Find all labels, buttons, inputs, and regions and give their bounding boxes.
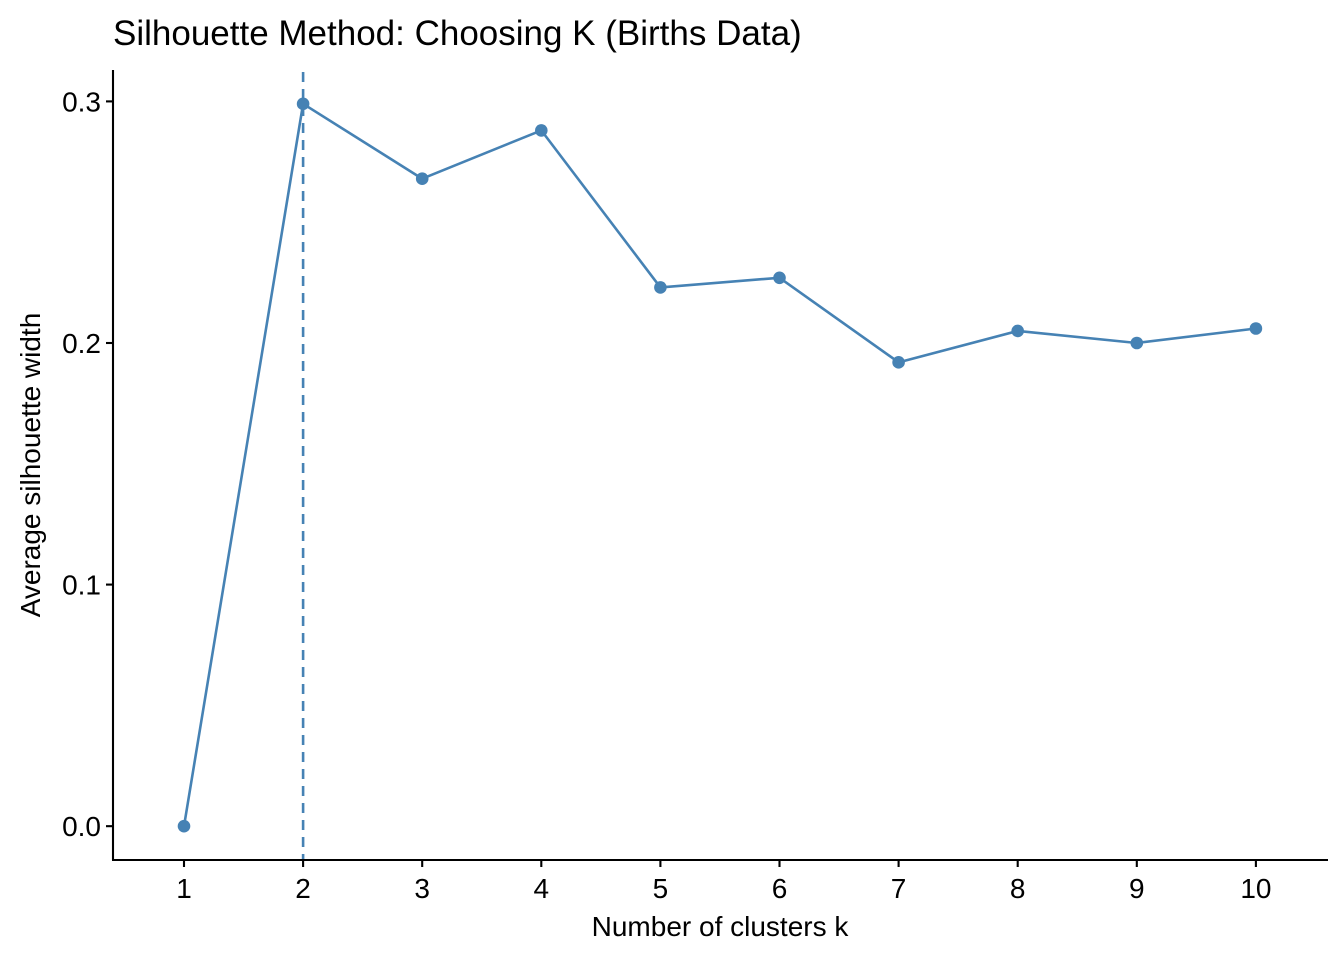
data-point-k9 [1130, 336, 1144, 350]
y-tick-label: 0.3 [62, 86, 101, 117]
data-point-k3 [415, 172, 429, 186]
y-axis-title: Average silhouette width [15, 313, 46, 618]
x-tick-label: 10 [1240, 873, 1271, 904]
series-line [182, 102, 1257, 827]
x-tick-label: 9 [1129, 873, 1145, 904]
y-axis-ticks: 0.0 0.1 0.2 0.3 [62, 86, 113, 842]
x-tick-label: 6 [772, 873, 788, 904]
x-tick-label: 1 [176, 873, 192, 904]
x-tick-label: 8 [1010, 873, 1026, 904]
data-point-k8 [1011, 324, 1024, 338]
x-axis-ticks: 1 2 3 4 5 6 7 8 9 10 [176, 860, 1271, 904]
y-tick-label: 0.2 [62, 328, 101, 359]
data-point-k7 [892, 356, 905, 369]
data-point-k2 [296, 97, 310, 111]
x-axis-title: Number of clusters k [592, 911, 850, 942]
chart-title: Silhouette Method: Choosing K (Births Da… [113, 14, 802, 53]
data-point-k4 [535, 124, 548, 137]
x-tick-label: 2 [295, 873, 311, 904]
data-point-k6 [773, 271, 786, 285]
y-tick-label: 0.1 [62, 570, 101, 601]
y-tick-label: 0.0 [62, 811, 101, 842]
data-point-k5 [654, 281, 667, 294]
x-tick-label: 4 [534, 873, 550, 904]
x-tick-label: 7 [891, 873, 907, 904]
data-point-k1 [177, 819, 191, 833]
x-tick-label: 3 [414, 873, 430, 904]
plot-area [177, 72, 1263, 860]
data-point-k10 [1249, 322, 1263, 335]
x-tick-label: 5 [653, 873, 669, 904]
